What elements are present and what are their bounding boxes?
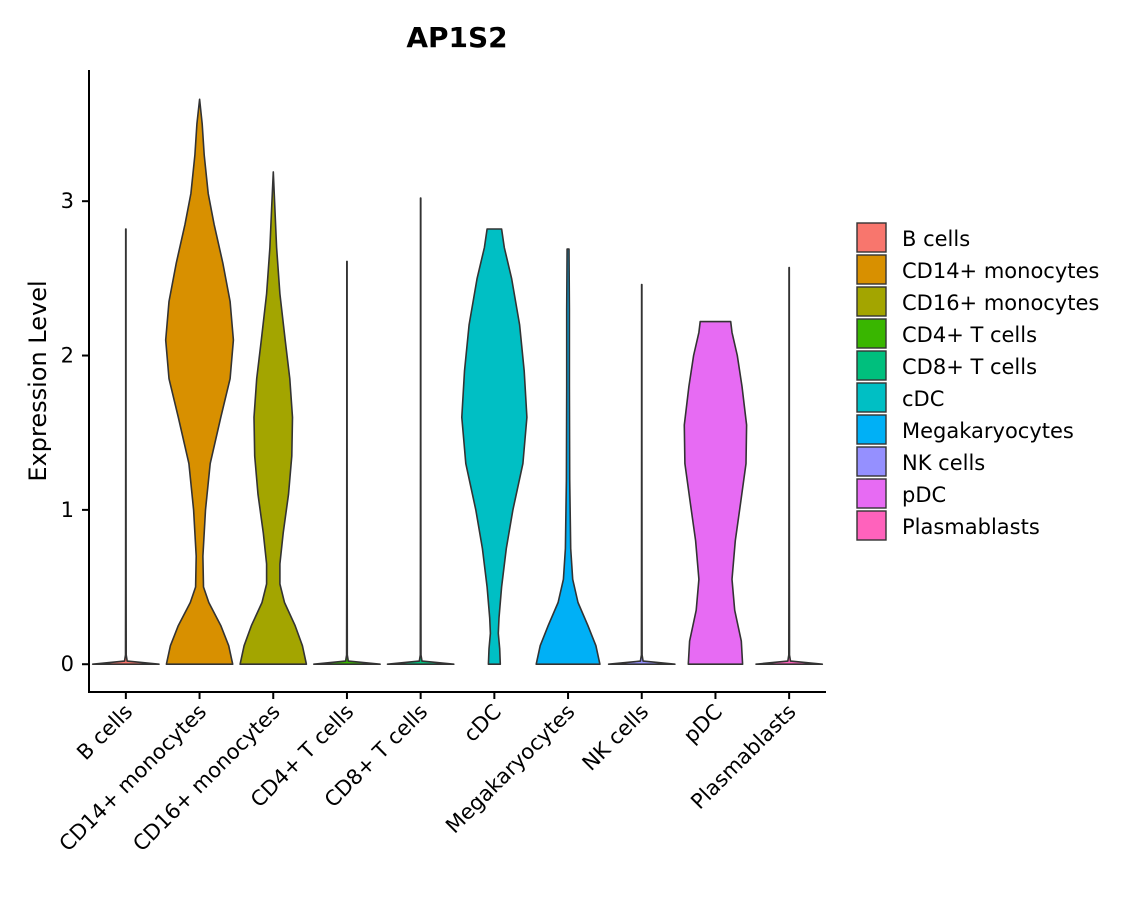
legend-label-cdc: cDC — [902, 387, 944, 411]
legend-label-megakaryocytes: Megakaryocytes — [902, 419, 1074, 443]
y-tick-label: 1 — [61, 498, 74, 522]
legend-label-b-cells: B cells — [902, 227, 970, 251]
violin-megakaryocytes — [535, 248, 601, 665]
legend: B cells CD14+ monocytes CD16+ monocytes CD4… — [856, 222, 1099, 541]
x-tick-label-pdc: pDC — [679, 700, 727, 748]
legend-label-plasmablasts: Plasmablasts — [902, 515, 1040, 539]
violin-cd14-plus-monocytes — [164, 98, 235, 665]
violin-cd16-plus-monocytes — [239, 171, 308, 665]
legend-label-cd4-plus-t-cells: CD4+ T cells — [902, 323, 1037, 347]
y-axis-ticks: 0 1 2 3 — [61, 189, 89, 676]
violin-group — [91, 98, 824, 665]
violin-cdc — [461, 228, 528, 665]
violin-b-cells — [91, 228, 160, 665]
legend-label-cd14-plus-monocytes: CD14+ monocytes — [902, 259, 1099, 283]
legend-swatch-plasmablasts — [856, 510, 887, 541]
x-tick-label-cd16-plus-monocytes: CD16+ monocytes — [128, 700, 285, 857]
legend-swatch-nk-cells — [856, 446, 887, 477]
y-axis-label: Expression Level — [24, 280, 52, 481]
legend-swatch-cd8-plus-t-cells — [856, 350, 887, 381]
x-tick-label-megakaryocytes: Megakaryocytes — [441, 700, 580, 839]
chart-title: AP1S2 — [406, 21, 507, 54]
legend-swatch-cd16-plus-monocytes — [856, 286, 887, 317]
violin-cd4-plus-t-cells — [313, 260, 381, 665]
legend-swatch-pdc — [856, 478, 887, 509]
legend-label-nk-cells: NK cells — [902, 451, 985, 475]
violin-pdc — [683, 320, 748, 665]
y-tick-label: 2 — [61, 344, 74, 368]
legend-label-cd16-plus-monocytes: CD16+ monocytes — [902, 291, 1099, 315]
x-tick-label-b-cells: B cells — [72, 700, 137, 765]
legend-swatch-cd14-plus-monocytes — [856, 254, 887, 285]
legend-label-pdc: pDC — [902, 483, 946, 507]
violin-nk-cells — [607, 283, 676, 665]
y-tick-label: 0 — [61, 652, 74, 676]
y-tick-label: 3 — [61, 189, 74, 213]
legend-swatch-cd4-plus-t-cells — [856, 318, 887, 349]
violin-plasmablasts — [755, 266, 824, 665]
x-tick-label-cd14-plus-monocytes: CD14+ monocytes — [55, 700, 212, 857]
x-tick-label-nk-cells: NK cells — [578, 700, 654, 776]
legend-swatch-cdc — [856, 382, 887, 413]
legend-label-cd8-plus-t-cells: CD8+ T cells — [902, 355, 1037, 379]
legend-swatch-megakaryocytes — [856, 414, 887, 445]
legend-swatch-b-cells — [856, 222, 887, 253]
violin-cd8-plus-t-cells — [386, 197, 455, 665]
x-tick-label-cdc: cDC — [459, 700, 506, 747]
